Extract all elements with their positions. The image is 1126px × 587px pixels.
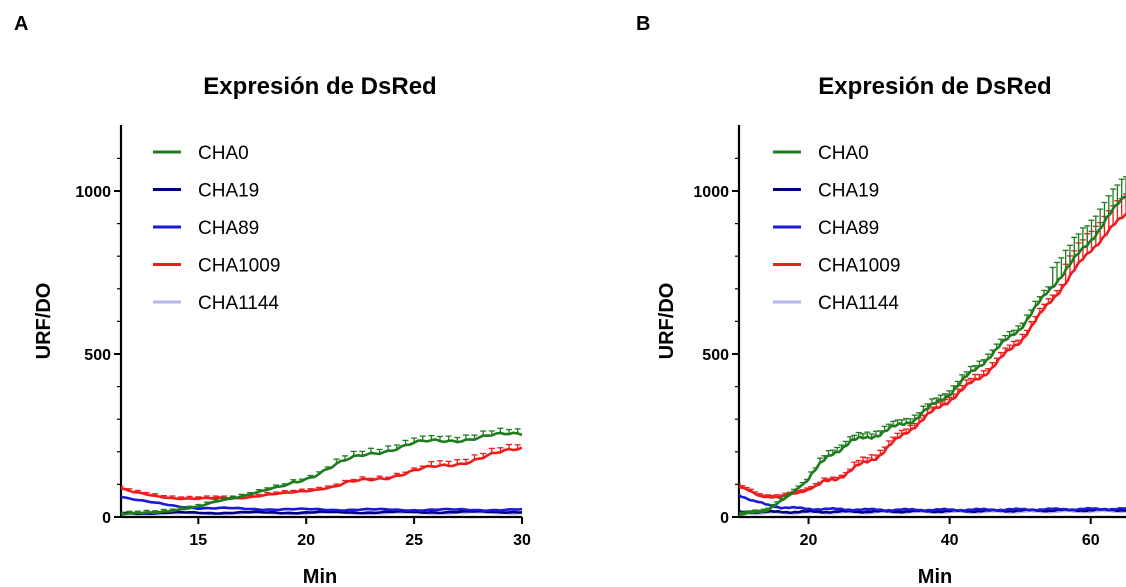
series-line [121,509,522,516]
series-line [121,431,522,516]
chart-title: Expresión de DsRed [203,73,436,100]
series-cha1009 [739,193,1126,499]
legend-item-cha89: CHA89 [773,218,879,239]
legend-label: CHA19 [198,181,259,202]
chart-title: Expresión de DsRed [818,73,1051,100]
x-tick-label: 30 [513,532,531,549]
y-tick-label: 1000 [693,184,729,201]
plot-area [739,176,1126,517]
panel-letter: B [636,13,650,35]
x-tick-label: 40 [941,532,959,549]
legend-label: CHA0 [818,143,869,164]
x-tick-label: 20 [800,532,818,549]
series-cha0 [739,176,1126,517]
series-line [121,446,522,501]
legend-item-cha19: CHA19 [773,181,879,202]
x-tick-label: 25 [405,532,423,549]
x-tick-label: 15 [189,532,207,549]
y-tick-label: 500 [702,347,729,364]
legend-item-cha1144: CHA1144 [153,293,279,314]
series-cha89 [739,493,1126,512]
legend-label: CHA1009 [198,256,280,277]
legend-item-cha1009: CHA1009 [773,256,900,277]
y-tick-label: 500 [84,347,111,364]
series-line [739,493,1126,512]
legend-item-cha0: CHA0 [773,143,869,164]
legend-label: CHA0 [198,143,249,164]
legend-label: CHA89 [198,218,259,239]
chart-panel-a: A Expresión de DsRed Min URF/DO 0 500 1000 15 20… [14,13,531,587]
series-cha19 [121,509,522,516]
plot-area [121,427,522,516]
x-tick-label: 60 [1082,532,1100,549]
legend-item-cha19: CHA19 [153,181,259,202]
series-line [121,495,522,512]
legend-label: CHA1144 [198,293,279,314]
x-axis-label: Min [918,566,952,587]
series-line [739,195,1126,517]
legend-item-cha89: CHA89 [153,218,259,239]
panel-letter: A [14,13,28,35]
x-axis-label: Min [303,566,337,587]
legend-label: CHA19 [818,181,879,202]
legend-item-cha1009: CHA1009 [153,256,280,277]
series-cha1009 [121,443,522,501]
series-cha0 [121,427,522,516]
legend-item-cha0: CHA0 [153,143,249,164]
chart-panel-b: B Expresión de DsRed Min URF/DO 0 500 1000 20 40… [636,13,1126,587]
series-line [739,212,1126,499]
x-tick-label: 20 [297,532,315,549]
legend-item-cha1144: CHA1144 [773,293,899,314]
y-axis-label: URF/DO [656,283,678,360]
y-axis-label: URF/DO [33,283,55,360]
y-tick-label: 0 [720,510,729,527]
y-tick-label: 1000 [75,184,111,201]
series-cha89 [121,495,522,512]
legend-label: CHA1144 [818,293,899,314]
y-tick-label: 0 [102,510,111,527]
legend-label: CHA89 [818,218,879,239]
legend-label: CHA1009 [818,256,900,277]
